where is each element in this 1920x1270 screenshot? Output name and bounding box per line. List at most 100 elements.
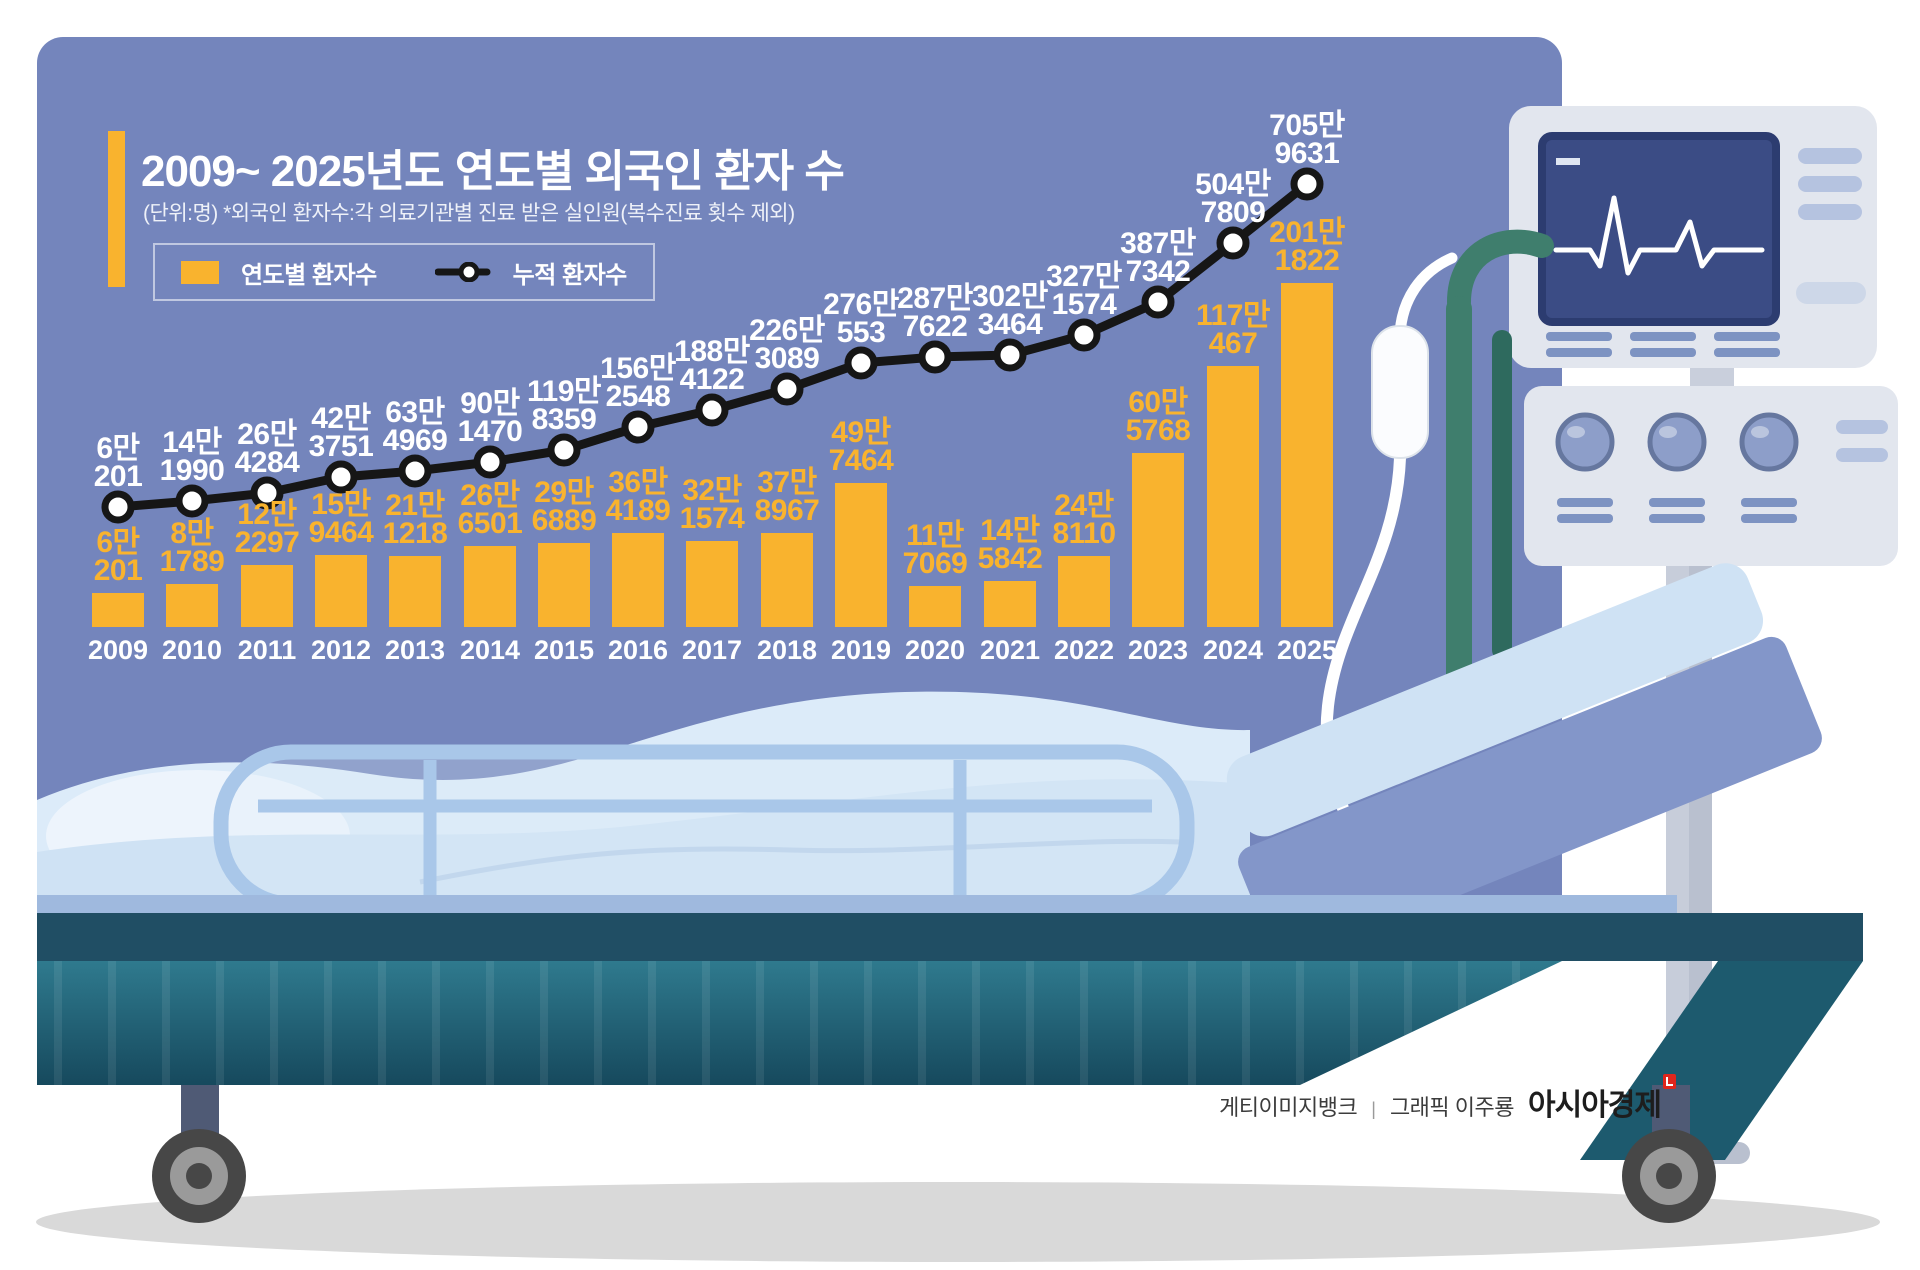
- cumulative-point-2009: [101, 490, 135, 524]
- monitor-side-pill: [1798, 148, 1862, 164]
- cumulative-point-2022: [1067, 318, 1101, 352]
- cumulative-point-2010: [175, 484, 209, 518]
- bar-value-2010: 8만 1789: [159, 517, 225, 578]
- bar-value-2021: 14만 5842: [977, 514, 1043, 575]
- equipment-pole-foot: [1628, 1142, 1750, 1164]
- brand-logo: 아시아경제: [1528, 1074, 1676, 1124]
- bar-2025: [1281, 283, 1333, 627]
- monitor-side-pill: [1798, 176, 1862, 192]
- bar-value-2011: 12만 2297: [234, 498, 300, 559]
- year-2012: 2012: [310, 635, 372, 665]
- combo-chart: 6만 201 6만 201 2009 8만 1789 14만 1990 2010 12만 2297 26…: [37, 37, 1562, 961]
- bed-skirt: [37, 961, 1562, 1085]
- cumulative-point-2015: [547, 433, 581, 467]
- year-2020: 2020: [904, 635, 966, 665]
- bar-value-2024: 117만 467: [1196, 299, 1271, 360]
- cumulative-value-2017: 188만 4122: [674, 335, 750, 396]
- cumulative-point-2012: [324, 460, 358, 494]
- bar-2012: [315, 555, 367, 627]
- cumulative-value-2015: 119만 8359: [527, 375, 602, 436]
- control-dashes: [1557, 498, 1797, 523]
- bed-wheel: [1622, 1129, 1716, 1223]
- bar-value-2016: 36만 4189: [605, 466, 671, 527]
- year-2018: 2018: [756, 635, 818, 665]
- cumulative-value-2016: 156만 2548: [600, 352, 676, 413]
- cumulative-value-2011: 26만 4284: [234, 418, 300, 479]
- cumulative-value-2009: 6만 201: [93, 432, 143, 493]
- bar-2022: [1058, 556, 1110, 627]
- year-2019: 2019: [830, 635, 892, 665]
- control-knobs: [1555, 412, 1799, 472]
- credit-graphic-by: 그래픽 이주룡: [1389, 1095, 1515, 1120]
- bar-2013: [389, 556, 441, 627]
- bar-2009: [92, 593, 144, 627]
- cumulative-point-2023: [1141, 285, 1175, 319]
- cumulative-point-2017: [695, 393, 729, 427]
- bar-2023: [1132, 453, 1184, 627]
- bar-2024: [1207, 366, 1259, 627]
- control-side-pill: [1836, 448, 1888, 462]
- bar-2014: [464, 546, 516, 627]
- year-2023: 2023: [1127, 635, 1189, 665]
- bar-value-2012: 15만 9464: [308, 488, 374, 549]
- year-2022: 2022: [1053, 635, 1115, 665]
- bar-value-2009: 6만 201: [93, 526, 143, 587]
- year-2013: 2013: [384, 635, 446, 665]
- monitor-body: [1509, 106, 1877, 368]
- bar-value-2019: 49만 7464: [828, 416, 894, 477]
- bar-value-2017: 32만 1574: [679, 474, 745, 535]
- cumulative-value-2012: 42만 3751: [308, 402, 374, 463]
- year-2017: 2017: [681, 635, 743, 665]
- year-2021: 2021: [979, 635, 1041, 665]
- year-2024: 2024: [1202, 635, 1264, 665]
- bar-2017: [686, 541, 738, 627]
- medical-monitor-unit: [1509, 106, 1898, 1164]
- bar-value-2015: 29만 6889: [531, 476, 597, 537]
- bar-value-2025: 201만 1822: [1269, 216, 1345, 277]
- cumulative-value-2021: 302만 3464: [972, 280, 1048, 341]
- cumulative-value-2010: 14만 1990: [159, 426, 225, 487]
- bar-value-2013: 21만 1218: [382, 489, 448, 550]
- cumulative-value-2013: 63만 4969: [382, 396, 448, 457]
- bar-2015: [538, 543, 590, 627]
- credits: 게티이미지뱅크 | 그래픽 이주룡 아시아경제: [1219, 1074, 1676, 1124]
- cumulative-value-2019: 276만 553: [823, 288, 899, 349]
- floor-shadow: [36, 1182, 1880, 1262]
- year-2025: 2025: [1276, 635, 1338, 665]
- bar-2018: [761, 533, 813, 627]
- bed-leg: [181, 1085, 219, 1145]
- cumulative-value-2023: 387만 7342: [1120, 227, 1196, 288]
- cumulative-value-2020: 287만 7622: [897, 282, 973, 343]
- bed-foot-panel: [1580, 961, 1863, 1160]
- year-2016: 2016: [607, 635, 669, 665]
- control-box: [1524, 386, 1898, 566]
- monitor-side-pill: [1796, 282, 1866, 304]
- bar-2010: [166, 584, 218, 627]
- equipment-pole: [1666, 560, 1712, 1160]
- bar-2019: [835, 483, 887, 627]
- year-2011: 2011: [237, 635, 297, 665]
- cumulative-point-2024: [1216, 226, 1250, 260]
- cumulative-point-2016: [621, 410, 655, 444]
- cumulative-value-2014: 90만 1470: [457, 387, 523, 448]
- credit-source: 게티이미지뱅크: [1219, 1095, 1358, 1120]
- bar-value-2020: 11만 7069: [902, 519, 968, 580]
- bar-value-2014: 26만 6501: [457, 479, 523, 540]
- cumulative-point-2018: [770, 372, 804, 406]
- cumulative-point-2020: [918, 340, 952, 374]
- control-side-pill: [1836, 420, 1888, 434]
- monitor-screen: [1538, 132, 1780, 326]
- year-2015: 2015: [533, 635, 595, 665]
- monitor-connector: [1690, 348, 1734, 402]
- cumulative-point-2019: [844, 346, 878, 380]
- bar-value-2023: 60만 5768: [1125, 386, 1191, 447]
- year-2014: 2014: [459, 635, 521, 665]
- credit-divider: |: [1371, 1099, 1376, 1119]
- cumulative-value-2025: 705만 9631: [1269, 109, 1345, 170]
- monitor-vent-dashes: [1546, 332, 1780, 357]
- cumulative-value-2018: 226만 3089: [749, 314, 825, 375]
- bar-2011: [241, 565, 293, 627]
- bar-2020: [909, 586, 961, 627]
- cumulative-value-2022: 327만 1574: [1046, 260, 1122, 321]
- ecg-waveform: [1553, 195, 1765, 276]
